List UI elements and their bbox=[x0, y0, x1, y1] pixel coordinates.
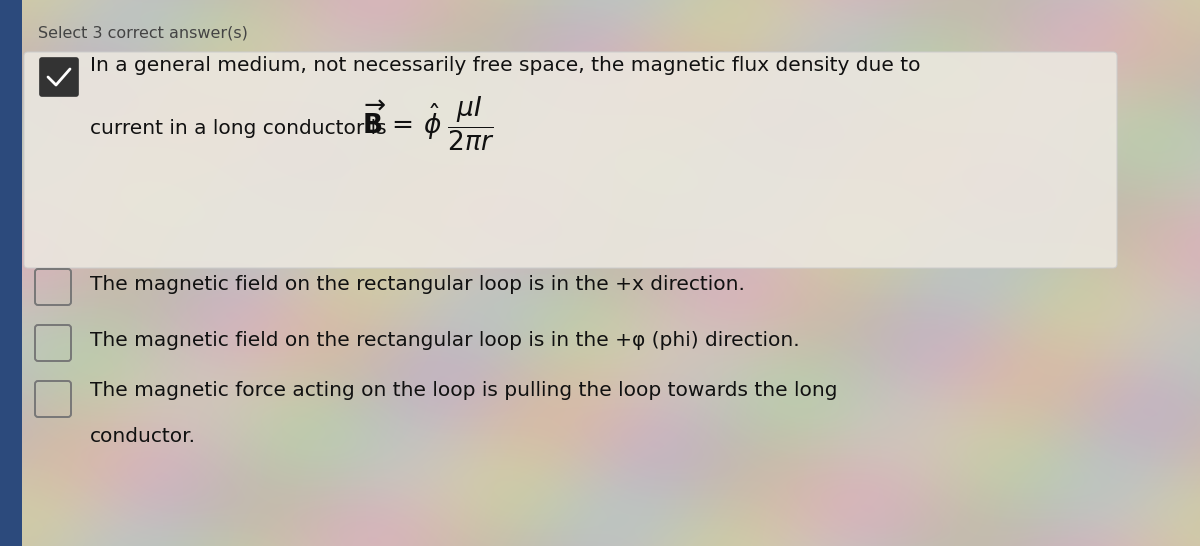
Text: conductor.: conductor. bbox=[90, 426, 196, 446]
Bar bbox=[0, 0, 22, 546]
Text: The magnetic force acting on the loop is pulling the loop towards the long: The magnetic force acting on the loop is… bbox=[90, 381, 838, 400]
Text: The magnetic field on the rectangular loop is in the +φ (phi) direction.: The magnetic field on the rectangular lo… bbox=[90, 330, 799, 349]
FancyBboxPatch shape bbox=[40, 58, 78, 96]
Text: The magnetic field on the rectangular loop is in the +x direction.: The magnetic field on the rectangular lo… bbox=[90, 275, 745, 294]
FancyBboxPatch shape bbox=[24, 52, 1117, 268]
Text: Select 3 correct answer(s): Select 3 correct answer(s) bbox=[38, 26, 248, 41]
Text: current in a long conductor is: current in a long conductor is bbox=[90, 118, 394, 138]
Text: $\overrightarrow{\mathbf{B}}\,=\,\hat{\phi}\;\dfrac{\mu I}{2\pi r}$: $\overrightarrow{\mathbf{B}}\,=\,\hat{\p… bbox=[362, 95, 494, 153]
Text: In a general medium, not necessarily free space, the magnetic flux density due t: In a general medium, not necessarily fre… bbox=[90, 56, 920, 75]
